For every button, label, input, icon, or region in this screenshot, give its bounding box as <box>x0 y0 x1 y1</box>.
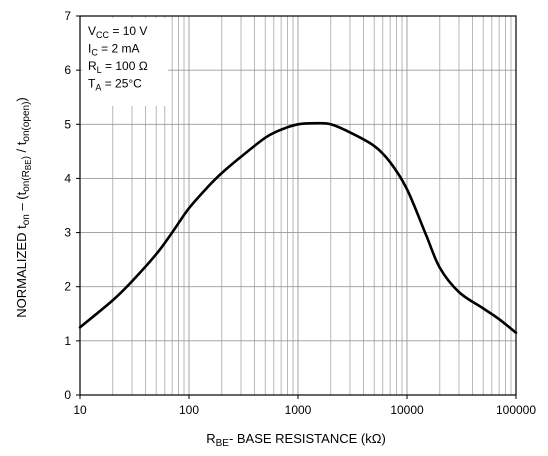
grid-layer <box>80 16 516 395</box>
series-line <box>78 121 518 335</box>
y-axis-title: NORMALIZED ton – (ton(RBE) / ton(open)) <box>14 97 33 318</box>
y-tick-label: 0 <box>64 388 71 402</box>
line-layer <box>78 121 518 335</box>
y-tick-label: 5 <box>64 117 71 131</box>
annotation-line: TA = 25°C <box>88 77 142 93</box>
x-tick-label: 1000 <box>285 403 312 417</box>
y-tick-label: 1 <box>64 334 71 348</box>
y-tick-label: 2 <box>64 280 71 294</box>
annotation-background <box>82 18 168 106</box>
annotation-line: IC = 2 mA <box>88 42 140 58</box>
x-tick-label: 10 <box>73 403 87 417</box>
y-tick-label: 6 <box>64 63 71 77</box>
annotation-line: VCC = 10 V <box>88 24 147 40</box>
x-tick-label: 10000 <box>390 403 424 417</box>
x-tick-label: 100000 <box>496 403 536 417</box>
y-tick-label: 7 <box>64 9 71 23</box>
annotation-line: RL = 100 Ω <box>88 59 148 75</box>
y-tick-label: 3 <box>64 226 71 240</box>
axis-layer <box>76 15 517 399</box>
y-tick-label: 4 <box>64 171 71 185</box>
x-axis-title: RBE- BASE RESISTANCE (kΩ) <box>206 431 386 449</box>
x-tick-label: 100 <box>179 403 199 417</box>
label-layer: 0 1 2 3 4 5 6 7 10 100 1000 10000 100000 RBE- BASE RE… <box>14 9 536 449</box>
